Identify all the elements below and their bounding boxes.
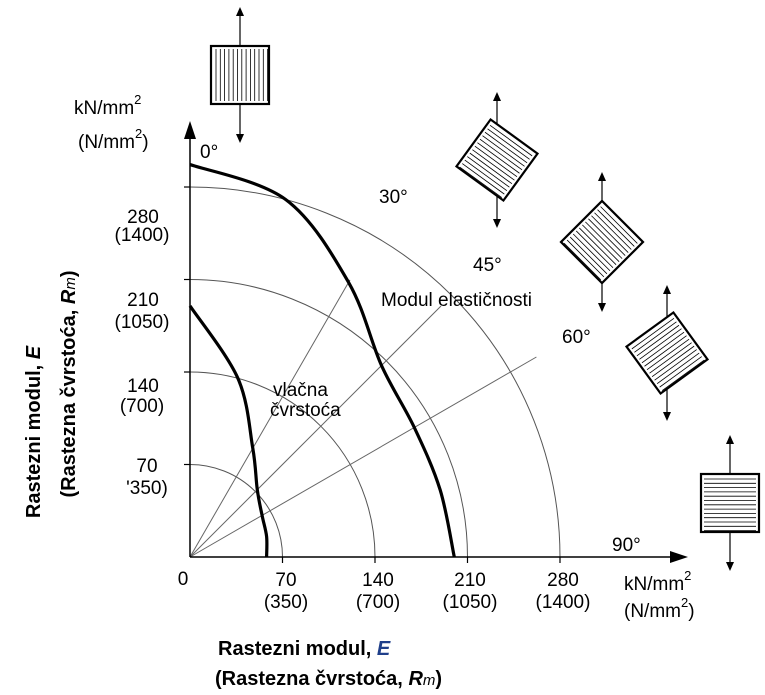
angle-label-90: 90° — [612, 535, 641, 556]
series-curve-strength — [188, 305, 269, 558]
y-axis-title-line2: (Rastezna čvrstoća, Rm) — [58, 270, 80, 497]
y-tick-label: 280 — [127, 207, 159, 228]
angle-line-60 — [189, 356, 537, 558]
y-axis-title-line1: Rastezni modul, E — [23, 345, 45, 518]
angle-label-60: 60° — [562, 327, 591, 348]
data-curves — [188, 162, 456, 558]
angle-line-45 — [189, 305, 442, 558]
angle-lines — [189, 279, 537, 558]
x-tick-label-secondary: (1050) — [443, 592, 498, 613]
specimen-90deg-icon — [699, 435, 761, 571]
angle-label-0: 0° — [200, 142, 218, 163]
x-tick-label-secondary: (700) — [356, 592, 400, 613]
series-label-strength-line2: čvrstoća — [270, 400, 341, 421]
y-axis-title-2: (Rastezna čvrstoća, Rm) — [58, 270, 80, 497]
y-tick-label: 140 — [127, 376, 159, 397]
specimen-45deg-icon — [559, 172, 645, 312]
x-tick-label: 280 — [547, 570, 579, 591]
y-unit-line1: kN/mm2 — [74, 92, 141, 119]
y-unit-line2: (N/mm2) — [78, 126, 149, 153]
y-tick-labels: 280 (1400) 210 (1050) 140 (700) 70 '350) — [115, 207, 170, 499]
angle-labels: 0° 30° 45° 60° 90° — [200, 142, 641, 556]
specimen-60deg-icon — [624, 285, 710, 421]
axes — [189, 133, 676, 558]
y-axis-unit: kN/mm2 (N/mm2) — [74, 92, 149, 153]
y-tick-label-secondary: '350) — [126, 478, 168, 499]
x-unit-line2: (N/mm2) — [624, 595, 695, 622]
origin-label: 0 — [178, 569, 189, 590]
series-label-modulus: Modul elastičnosti — [381, 290, 532, 311]
x-axis-title-line2: (Rastezna čvrstoća, Rm) — [215, 668, 442, 690]
specimen-30deg-icon — [454, 92, 540, 228]
x-tick-label: 70 — [275, 570, 296, 591]
series-label-strength-line1: vlačna — [273, 380, 328, 401]
y-tick-label-secondary: (700) — [120, 396, 164, 417]
x-tick-label-secondary: (1400) — [536, 592, 591, 613]
specimen-0deg-icon — [209, 7, 271, 143]
x-tick-label: 140 — [362, 570, 394, 591]
y-tick-label: 70 — [136, 456, 157, 477]
x-axis-arrow-icon — [670, 551, 688, 563]
y-axis-title: Rastezni modul, E — [23, 345, 45, 518]
x-axis-title-line1: Rastezni modul, E — [218, 638, 391, 660]
specimen-icons — [209, 7, 761, 571]
y-tick-marks — [184, 186, 190, 466]
x-tick-labels: 70 (350) 140 (700) 210 (1050) 280 (1400) — [264, 570, 591, 613]
x-axis-unit: kN/mm2 (N/mm2) — [624, 568, 695, 622]
y-tick-label: 210 — [127, 290, 159, 311]
x-unit-line1: kN/mm2 — [624, 568, 691, 595]
reference-arc — [189, 186, 561, 558]
angle-label-30: 30° — [379, 187, 408, 208]
y-tick-label-secondary: (1050) — [115, 312, 170, 333]
x-tick-label-secondary: (350) — [264, 592, 308, 613]
x-tick-marks — [281, 557, 561, 563]
x-axis-title: Rastezni modul, E (Rastezna čvrstoća, Rm… — [215, 638, 442, 690]
x-tick-label: 210 — [454, 570, 486, 591]
angle-line-30 — [189, 279, 351, 558]
angle-label-45: 45° — [473, 255, 502, 276]
series-curve-modulus — [189, 162, 456, 558]
y-axis-arrow-icon — [184, 121, 196, 139]
y-tick-label-secondary: (1400) — [115, 225, 170, 246]
